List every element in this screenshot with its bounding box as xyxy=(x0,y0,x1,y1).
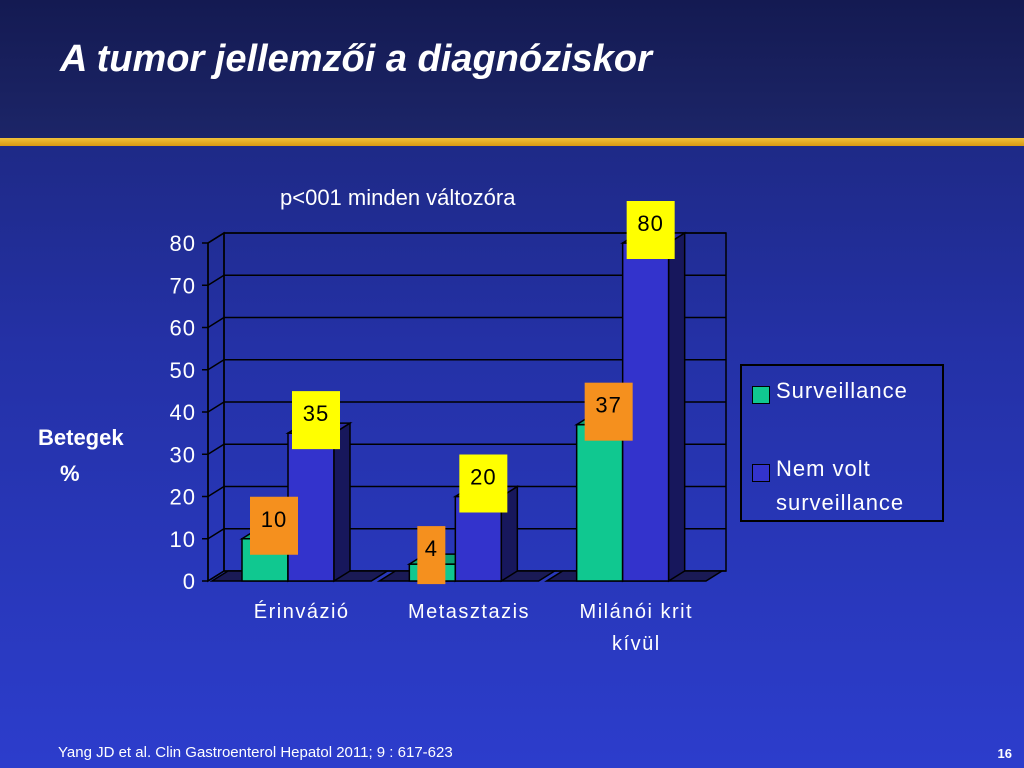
data-label: 10 xyxy=(261,507,287,532)
data-label-box xyxy=(417,526,446,585)
data-label: 37 xyxy=(595,393,621,418)
slide-title: A tumor jellemzői a diagnóziskor xyxy=(60,38,652,80)
gridline xyxy=(207,316,726,329)
y-tick-label: 60 xyxy=(170,316,196,341)
citation: Yang JD et al. Clin Gastroenterol Hepato… xyxy=(58,744,453,761)
y-tick-label: 10 xyxy=(170,527,196,552)
data-label: 80 xyxy=(637,211,663,236)
bar-side xyxy=(667,231,686,583)
data-label-box xyxy=(459,454,508,513)
y-axis-label-line-2: % xyxy=(60,461,80,486)
x-tick-label: Milánói krit xyxy=(580,601,694,623)
legend-swatch-surveillance xyxy=(752,386,770,404)
title-band xyxy=(0,0,1024,138)
data-label: 20 xyxy=(470,465,496,490)
legend-label-surveillance: Surveillance xyxy=(776,378,908,403)
gridline xyxy=(207,485,726,498)
data-label-box xyxy=(250,496,298,555)
chart-subtitle: p<001 minden változóra xyxy=(280,185,516,210)
y-tick-label: 20 xyxy=(170,485,196,510)
accent-divider xyxy=(0,138,1024,146)
y-tick-label: 80 xyxy=(170,231,196,256)
y-tick-label: 30 xyxy=(170,442,196,467)
y-axis-label: Betegek % xyxy=(38,420,138,492)
data-label-box xyxy=(584,382,633,441)
legend-label-no-surveillance-line-1: Nem volt xyxy=(776,456,871,481)
legend-swatch-no-surveillance xyxy=(752,464,770,482)
page-number: 16 xyxy=(997,746,1012,761)
chart-legend: Surveillance Nem volt surveillance xyxy=(740,364,944,522)
gridline xyxy=(207,443,726,455)
y-tick-label: 70 xyxy=(170,273,196,298)
legend-item-no-surveillance: Nem volt surveillance xyxy=(752,452,946,520)
y-tick-label: 40 xyxy=(170,400,196,425)
gridline xyxy=(207,274,726,286)
x-tick-label: Metasztazis xyxy=(408,601,530,623)
legend-label-no-surveillance-line-2: surveillance xyxy=(776,490,905,515)
gridline xyxy=(207,570,726,582)
y-tick-label: 50 xyxy=(170,358,196,383)
gridline xyxy=(207,359,726,371)
x-tick-label: Érinvázió xyxy=(254,600,350,623)
bar-front xyxy=(575,423,624,582)
data-label: 35 xyxy=(303,401,329,426)
y-tick-label: 0 xyxy=(183,569,196,594)
x-tick-label: kívül xyxy=(612,633,661,655)
gridline xyxy=(207,401,726,413)
data-label: 4 xyxy=(425,536,438,561)
gridline xyxy=(207,528,726,540)
data-label-box xyxy=(626,201,675,259)
legend-item-surveillance: Surveillance xyxy=(752,374,946,408)
data-label-box xyxy=(292,391,340,450)
gridline xyxy=(207,232,726,244)
y-axis-label-line-1: Betegek xyxy=(38,425,124,450)
